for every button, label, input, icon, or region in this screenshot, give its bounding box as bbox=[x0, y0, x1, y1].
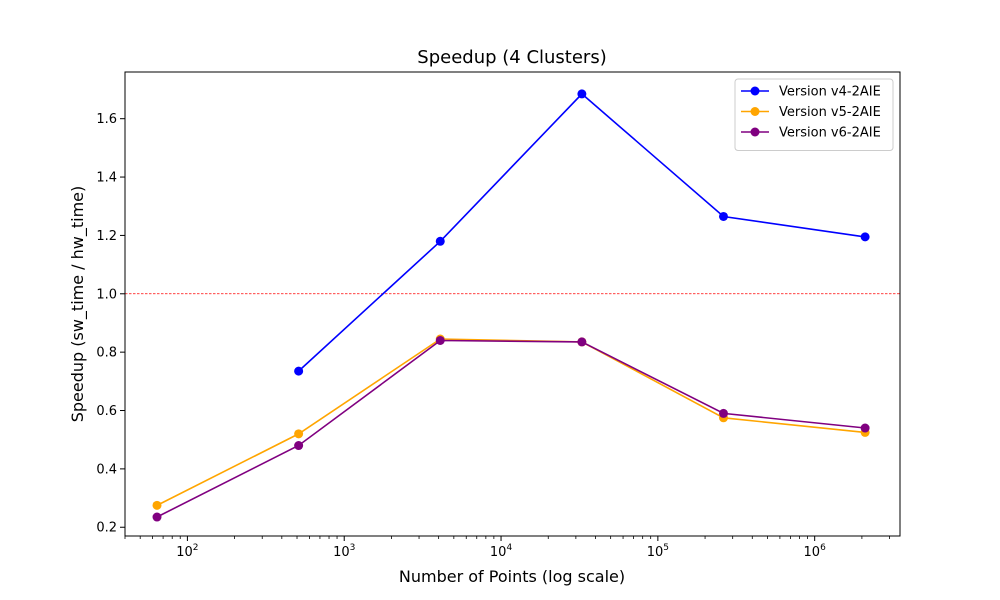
y-tick-label: 1.6 bbox=[96, 112, 117, 127]
y-tick-label: 0.8 bbox=[96, 346, 117, 361]
data-point bbox=[577, 337, 587, 347]
data-point bbox=[294, 429, 304, 439]
data-point bbox=[294, 366, 304, 376]
legend-label: Version v5-2AIE bbox=[779, 105, 881, 120]
data-point bbox=[860, 232, 870, 242]
y-tick-label: 0.2 bbox=[96, 521, 117, 536]
plot-area bbox=[125, 89, 900, 522]
legend-label: Version v4-2AIE bbox=[779, 85, 881, 100]
data-point bbox=[435, 236, 445, 246]
y-axis: 0.2 0.4 0.6 0.8 1.0 1.2 1.4 1.6 bbox=[96, 112, 125, 536]
x-tick-label: 106 bbox=[804, 543, 827, 560]
x-axis: 102 103 104 105 106 bbox=[124, 536, 890, 560]
data-point bbox=[577, 89, 587, 99]
y-tick-label: 1.2 bbox=[96, 229, 117, 244]
legend-box bbox=[734, 78, 894, 151]
x-tick-label: 103 bbox=[333, 543, 355, 560]
y-tick-label: 1.0 bbox=[96, 287, 117, 302]
legend-swatch-marker bbox=[750, 107, 760, 116]
y-tick-label: 0.6 bbox=[96, 404, 117, 419]
legend-label: Version v6-2AIE bbox=[779, 126, 881, 141]
x-tick-label: 102 bbox=[176, 543, 198, 560]
x-tick-label: 104 bbox=[490, 543, 513, 560]
series-line bbox=[156, 338, 866, 507]
y-axis-label: Speedup (sw_time / hw_time) bbox=[68, 186, 88, 423]
data-point bbox=[860, 423, 870, 433]
x-tick-label: 105 bbox=[647, 543, 669, 560]
data-point bbox=[152, 512, 162, 522]
plot-frame bbox=[124, 71, 901, 537]
data-point bbox=[152, 500, 162, 510]
chart-title: Speedup (4 Clusters) bbox=[417, 47, 606, 68]
data-point bbox=[718, 211, 728, 221]
y-tick-label: 1.4 bbox=[96, 171, 117, 186]
legend-swatch-marker bbox=[750, 127, 760, 137]
legend-swatch-marker bbox=[750, 86, 760, 96]
series-line bbox=[156, 339, 866, 518]
y-tick-label: 0.4 bbox=[96, 462, 117, 477]
data-point bbox=[718, 408, 728, 418]
data-point bbox=[435, 335, 445, 345]
x-axis-label: Number of Points (log scale) bbox=[399, 567, 625, 586]
data-point bbox=[294, 441, 304, 451]
legend: Version v4-2AIE Version v5-2AIE Version v6… bbox=[734, 78, 894, 151]
